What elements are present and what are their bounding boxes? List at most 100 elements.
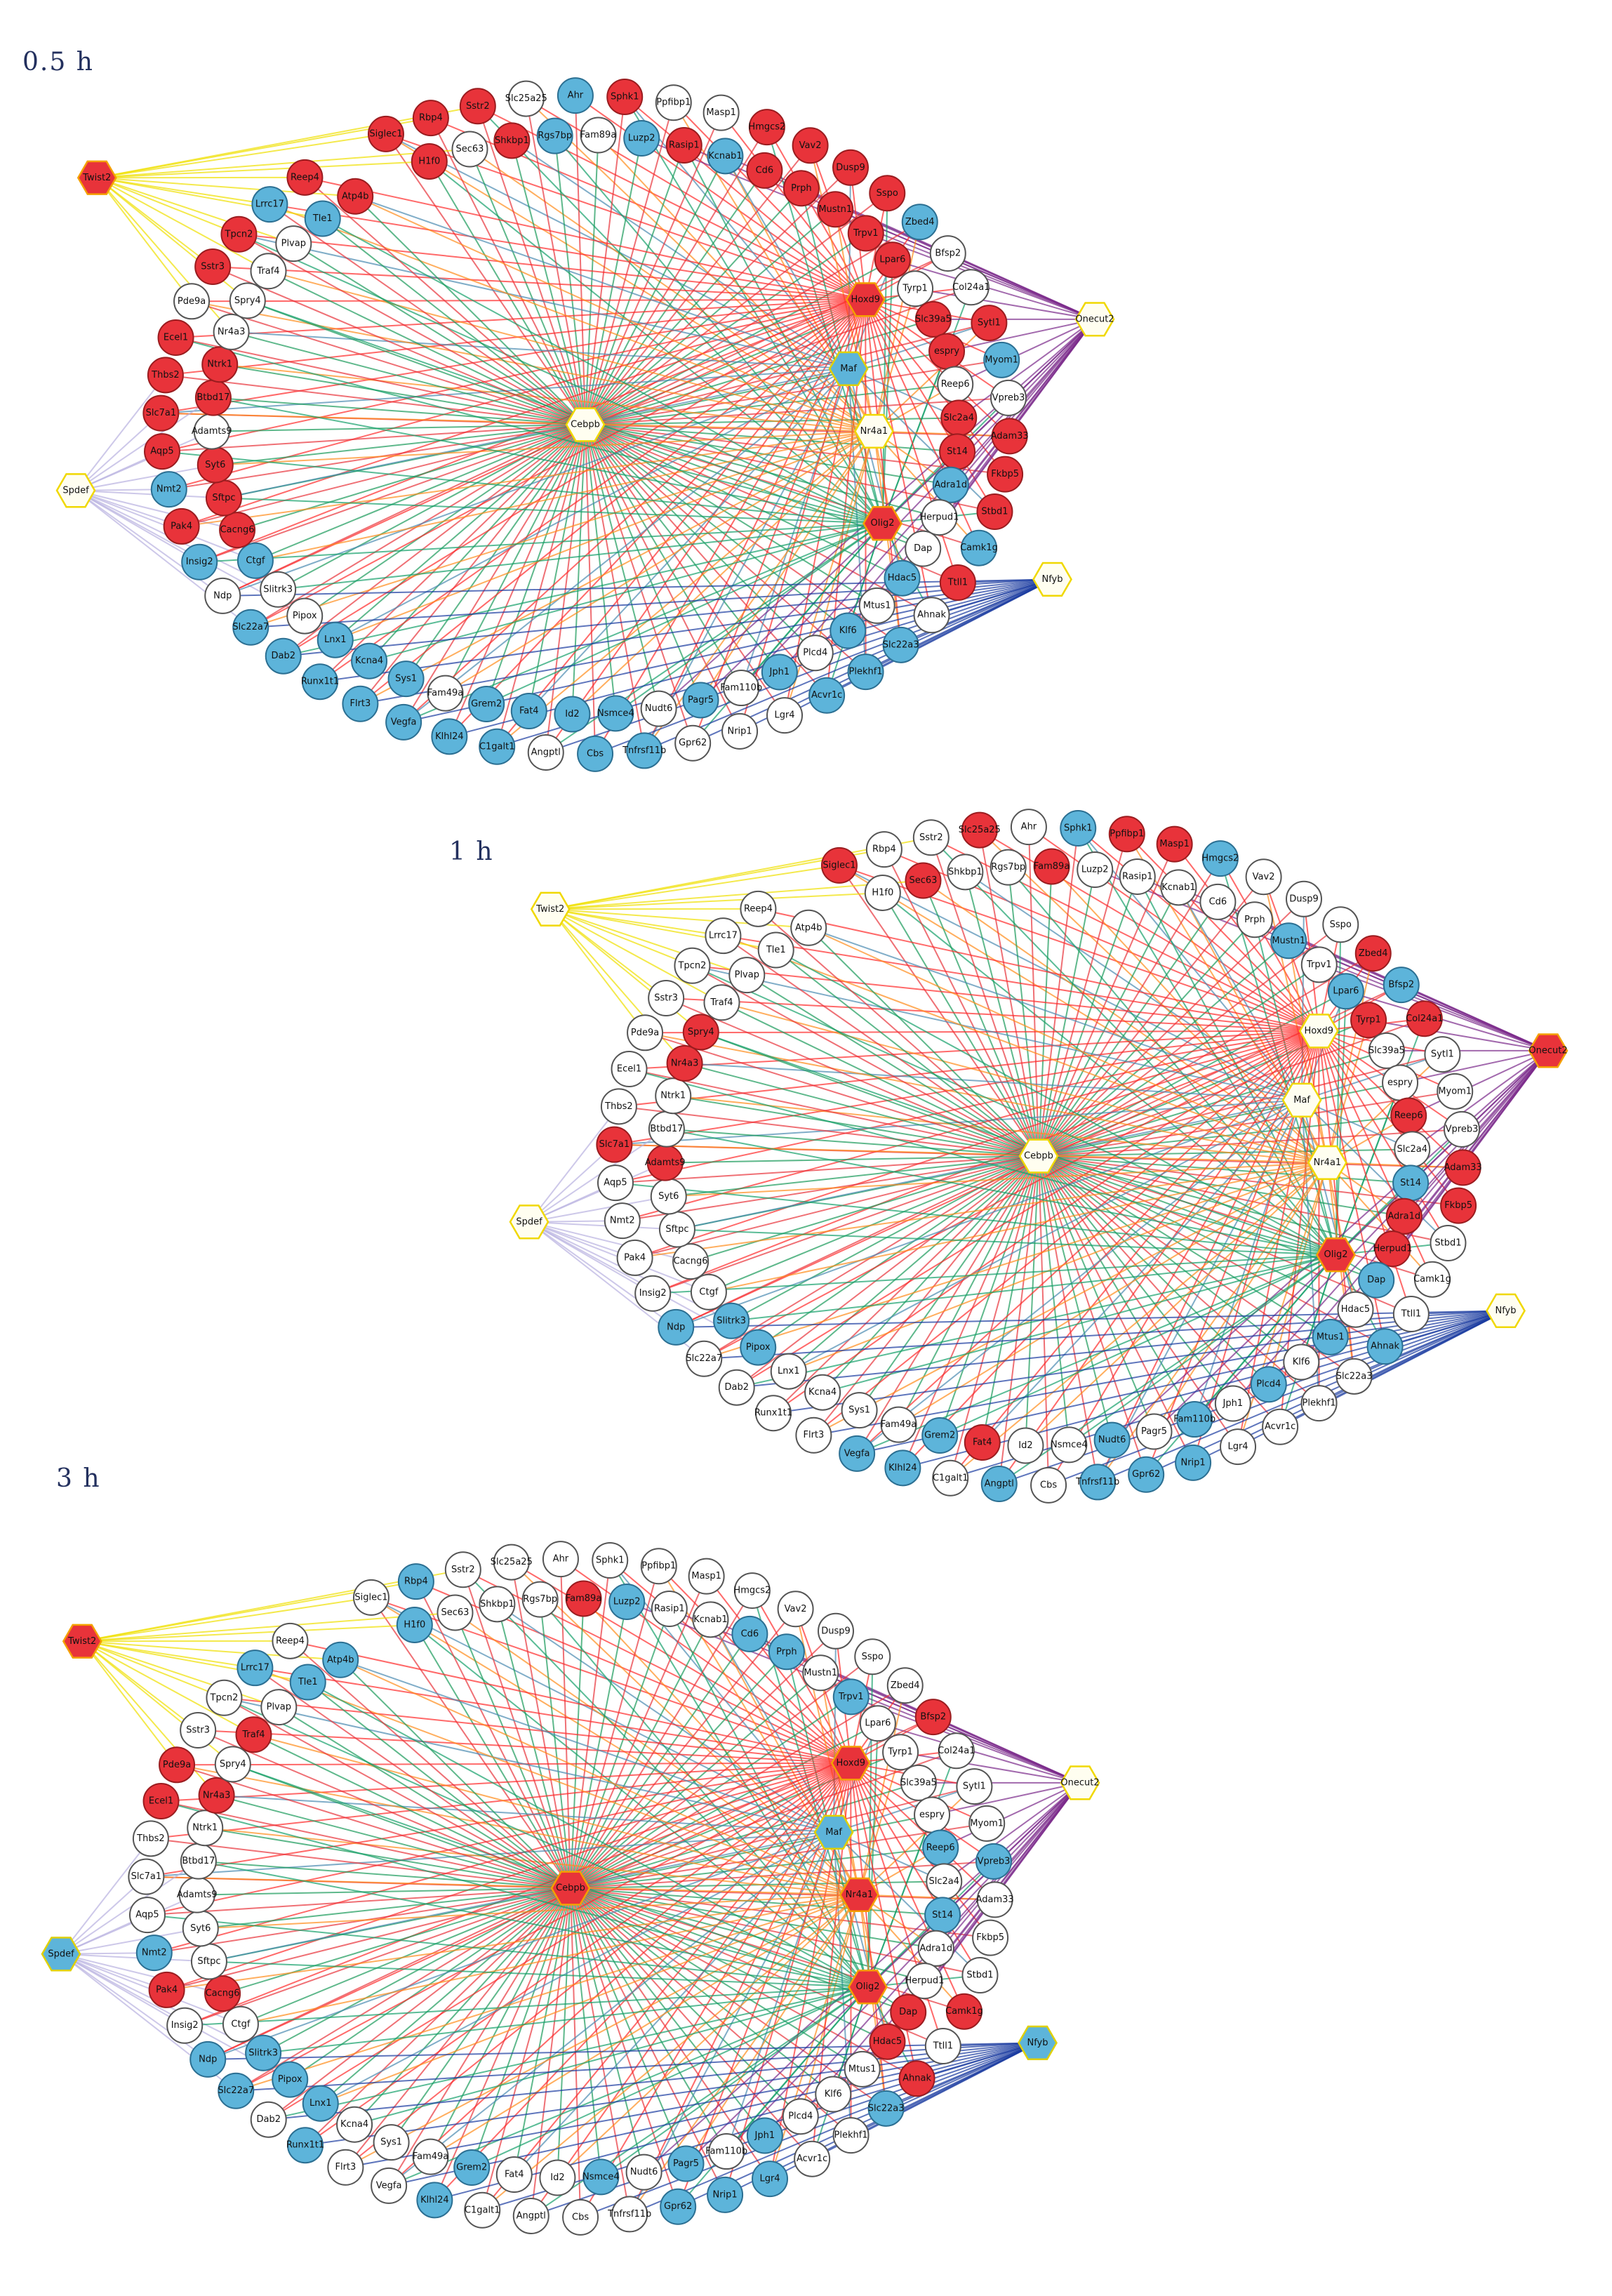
regulatory-edge xyxy=(293,243,586,425)
node-circle xyxy=(768,1633,805,1671)
gene-node: Siglec1 xyxy=(352,1579,389,1616)
node-circle xyxy=(623,119,660,157)
regulatory-edge xyxy=(1279,1254,1337,1428)
node-label: C1galt1 xyxy=(479,741,515,752)
node-label: Nudt6 xyxy=(630,2167,658,2177)
node-circle xyxy=(945,1993,982,2030)
regulatory-edge xyxy=(692,964,1303,1101)
node-label: Kcna4 xyxy=(340,2119,368,2130)
regulatory-edge xyxy=(982,1099,1303,1443)
node-label: Aqp5 xyxy=(150,446,173,457)
regulatory-edge xyxy=(223,368,849,499)
node-circle xyxy=(229,282,266,319)
gene-node: Ntrk1 xyxy=(187,1810,224,1847)
regulatory-edge xyxy=(1038,964,1320,1157)
node-label: Cd6 xyxy=(756,165,774,175)
gene-node: Mtus1 xyxy=(844,2050,881,2088)
regulatory-edge xyxy=(549,908,667,999)
node-label: Lrrc17 xyxy=(709,931,738,941)
node-circle xyxy=(235,1716,272,1753)
regulatory-edge xyxy=(877,1723,1081,1784)
node-circle xyxy=(625,2154,662,2191)
gene-node: Sec63 xyxy=(905,862,942,899)
regulatory-edge xyxy=(150,1762,851,1840)
gene-node: Flrt3 xyxy=(342,685,379,722)
regulatory-edge xyxy=(75,489,224,499)
node-circle xyxy=(651,1590,688,1627)
node-circle xyxy=(187,1810,224,1847)
node-circle xyxy=(832,1678,870,1716)
gene-node: C1galt1 xyxy=(932,1459,969,1497)
node-circle xyxy=(451,131,488,168)
node-circle xyxy=(869,2023,906,2060)
regulatory-edge xyxy=(922,880,1039,1157)
node-label: Ntrk1 xyxy=(207,359,232,370)
node-circle xyxy=(708,2133,745,2170)
regulatory-edge xyxy=(528,1221,653,1294)
regulatory-edge xyxy=(692,523,884,744)
regulatory-edge xyxy=(283,578,1053,657)
node-circle xyxy=(237,542,274,579)
node-circle xyxy=(510,693,547,730)
node-circle xyxy=(960,529,997,566)
node-circle xyxy=(1283,1343,1320,1381)
gene-node: Plcd4 xyxy=(782,2098,819,2135)
regulatory-edge xyxy=(359,424,586,705)
node-circle xyxy=(797,635,834,672)
gene-node: Hdac5 xyxy=(869,2023,906,2060)
node-label: Hdac5 xyxy=(1341,1304,1370,1315)
regulatory-edge xyxy=(549,908,693,967)
node-circle xyxy=(317,621,354,658)
hub-node: Twist2 xyxy=(530,891,571,927)
regulatory-edge xyxy=(166,1762,851,1991)
gene-node: H1f0 xyxy=(864,874,901,911)
gene-node: Slitrk3 xyxy=(245,2034,282,2071)
regulatory-edge xyxy=(570,1696,852,1889)
regulatory-edge xyxy=(585,145,811,425)
node-label: Lnx1 xyxy=(778,1366,799,1376)
node-label: espry xyxy=(919,1810,945,1820)
gene-node: Nmt2 xyxy=(604,1202,641,1240)
node-label: Slc25a25 xyxy=(959,825,1001,835)
regulatory-edge xyxy=(668,1162,1328,1197)
regulatory-edge xyxy=(833,1831,981,1976)
regulatory-edge xyxy=(736,1030,1319,1388)
node-circle xyxy=(733,1572,771,1610)
regulatory-edge xyxy=(1237,1162,1328,1447)
regulatory-edge xyxy=(856,1030,1319,1454)
node-label: Rgs7bp xyxy=(523,1594,557,1605)
regulatory-edge xyxy=(1038,876,1265,1157)
regulatory-edge xyxy=(81,1640,178,1765)
gene-node: Id2 xyxy=(539,2159,576,2196)
gene-node: Sftpc xyxy=(658,1211,695,1248)
node-label: Ctgf xyxy=(231,2019,250,2029)
gene-node: Adam33 xyxy=(1444,1149,1482,1186)
node-label: Bfsp2 xyxy=(920,1712,946,1723)
hub-node: Olig2 xyxy=(862,506,902,541)
hub-hexagon xyxy=(41,1937,81,1972)
gene-node: Acvr1c xyxy=(1262,1408,1299,1445)
hub-label: Spdef xyxy=(48,1949,74,1959)
node-label: Atp4b xyxy=(327,1654,354,1665)
node-circle xyxy=(189,2040,227,2078)
regulatory-edge xyxy=(528,368,849,712)
node-label: Trpv1 xyxy=(1306,960,1332,970)
gene-node: St14 xyxy=(924,1897,961,1934)
regulatory-edge xyxy=(570,1608,670,1889)
node-label: Herpud1 xyxy=(905,1976,944,1986)
node-label: H1f0 xyxy=(404,1619,425,1630)
gene-node: Angptl xyxy=(527,734,564,771)
node-label: espry xyxy=(934,346,959,357)
node-label: Sstr3 xyxy=(186,1725,210,1736)
regulatory-edge xyxy=(75,397,214,491)
node-label: Rbp4 xyxy=(404,1577,428,1587)
node-circle xyxy=(830,612,867,649)
regulatory-edge xyxy=(685,1782,1081,2165)
node-circle xyxy=(666,1044,703,1082)
regulatory-edge xyxy=(528,1221,691,1263)
gene-node: Vegfa xyxy=(839,1435,876,1472)
gene-node: Stbd1 xyxy=(976,493,1013,531)
gene-node: Herpud1 xyxy=(919,499,959,536)
node-circle xyxy=(707,138,744,175)
gene-node: Fam49a xyxy=(412,2138,449,2175)
